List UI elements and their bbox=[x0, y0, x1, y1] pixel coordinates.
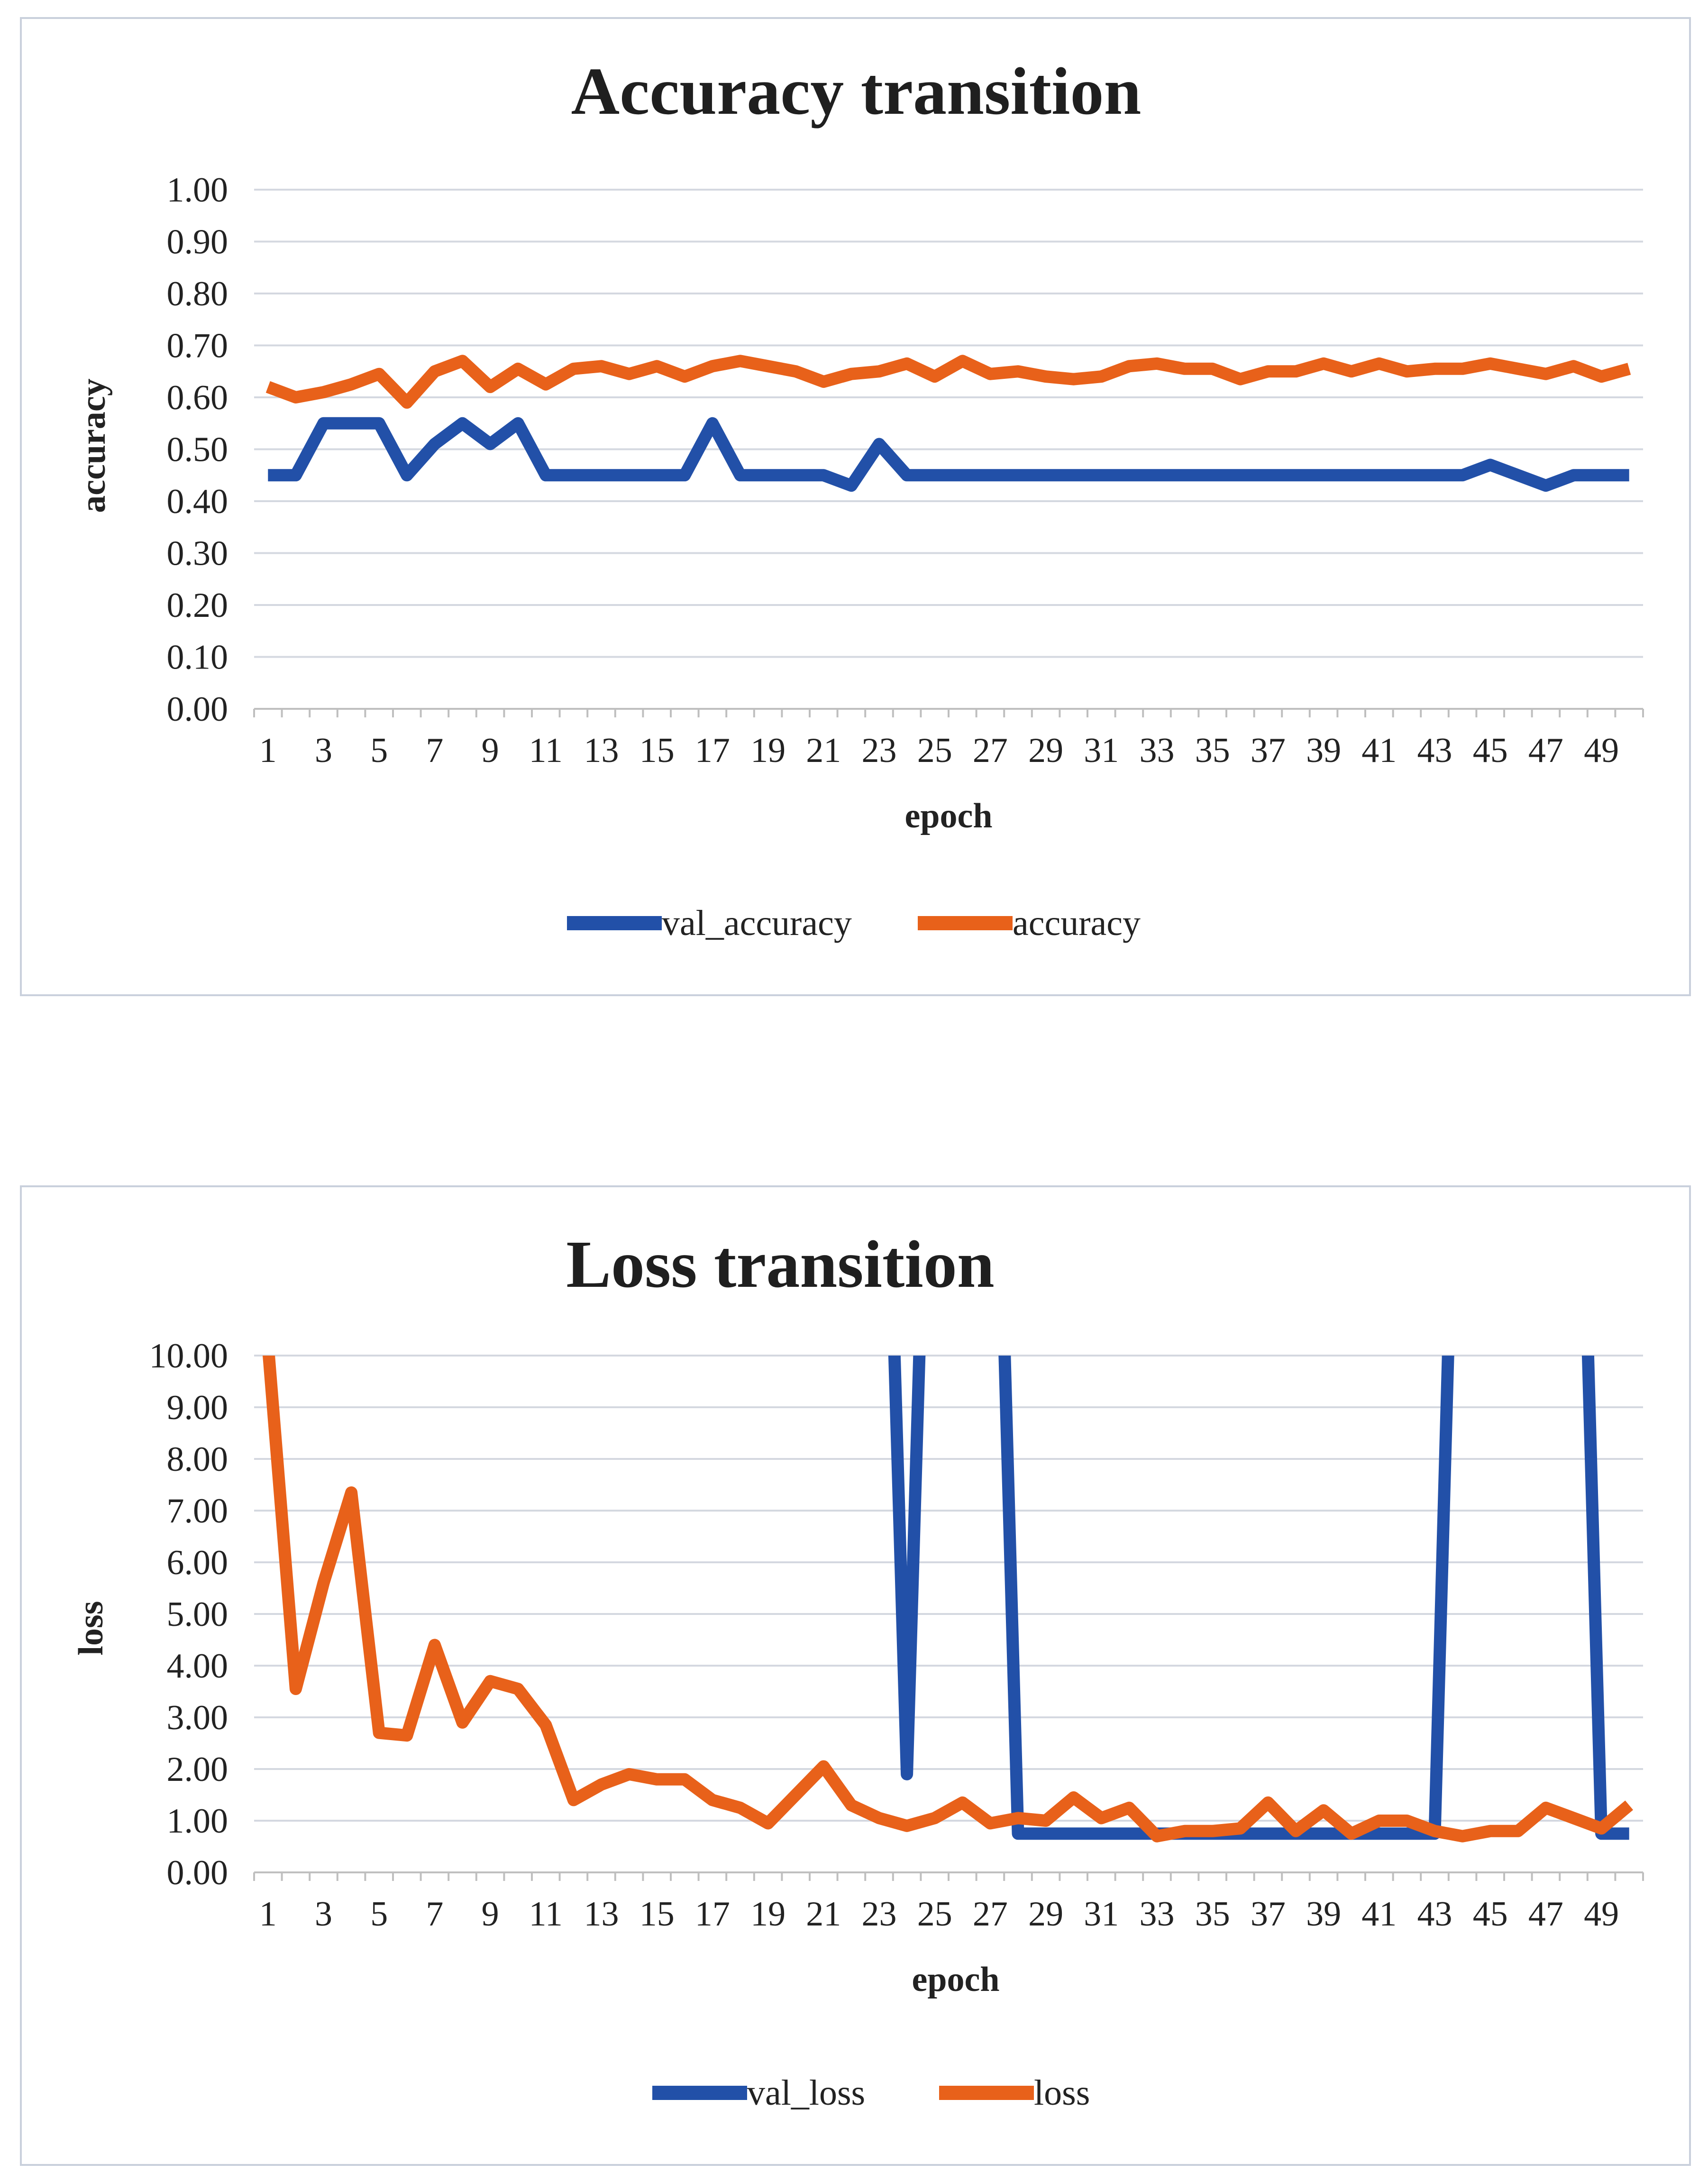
x-tick-label: 27 bbox=[973, 1895, 1008, 1934]
x-tick-label: 45 bbox=[1473, 731, 1508, 770]
y-tick-label: 0.60 bbox=[167, 378, 228, 417]
x-tick-label: 11 bbox=[529, 1895, 563, 1934]
y-tick-label: 1.00 bbox=[167, 171, 228, 210]
chart-title: Loss transition bbox=[566, 1227, 994, 1302]
x-tick-label: 49 bbox=[1584, 1895, 1619, 1934]
y-tick-label: 0.90 bbox=[167, 223, 228, 262]
x-tick-label: 41 bbox=[1361, 1895, 1397, 1934]
legend: val_loss loss bbox=[652, 2073, 1090, 2113]
y-tick-label: 9.00 bbox=[167, 1388, 228, 1427]
x-tick-label: 5 bbox=[370, 731, 388, 770]
x-tick-label: 9 bbox=[482, 731, 499, 770]
y-tick-label: 0.70 bbox=[167, 327, 228, 366]
x-tick-label: 31 bbox=[1084, 731, 1119, 770]
x-tick-label: 25 bbox=[917, 731, 952, 770]
legend-label-val-loss: val_loss bbox=[747, 2073, 865, 2113]
y-tick-label: 0.10 bbox=[167, 638, 228, 677]
y-tick-label: 0.20 bbox=[167, 586, 228, 625]
x-tick-label: 35 bbox=[1195, 1895, 1230, 1934]
y-tick-label: 7.00 bbox=[167, 1492, 228, 1531]
legend-label-accuracy: accuracy bbox=[1013, 903, 1141, 943]
x-tick-label: 15 bbox=[639, 731, 675, 770]
x-axis-label: epoch bbox=[905, 797, 993, 835]
x-tick-label: 13 bbox=[584, 731, 619, 770]
y-tick-label: 0.00 bbox=[167, 1853, 228, 1892]
x-tick-label: 29 bbox=[1028, 1895, 1063, 1934]
accuracy-chart: Accuracy transition 0.00 0.10 0.20 0.30 0.40… bbox=[74, 54, 1644, 943]
x-tick-label: 37 bbox=[1251, 1895, 1286, 1934]
loss-chart-panel: Loss transition 0.00 1.00 2.00 3.00 4.00 5.00… bbox=[20, 1185, 1691, 2166]
y-tick-label: 2.00 bbox=[167, 1750, 228, 1789]
y-tick-label: 10.00 bbox=[149, 1337, 228, 1375]
x-tick-label: 43 bbox=[1417, 1895, 1452, 1934]
x-axis-label: epoch bbox=[912, 1960, 1000, 1999]
y-axis-label: loss bbox=[72, 1601, 110, 1655]
y-tick-label: 0.00 bbox=[167, 690, 228, 729]
x-tick-label: 3 bbox=[315, 731, 332, 770]
loss-chart: Loss transition 0.00 1.00 2.00 3.00 4.00 5.00… bbox=[72, 1227, 1644, 2113]
x-tick-label: 33 bbox=[1140, 1895, 1175, 1934]
x-tick-label: 29 bbox=[1028, 731, 1063, 770]
x-tick-label: 19 bbox=[750, 731, 785, 770]
x-tick-label: 7 bbox=[426, 731, 443, 770]
series-line-loss bbox=[263, 1356, 1634, 1843]
x-tick-label: 33 bbox=[1140, 731, 1175, 770]
x-tick-label: 13 bbox=[584, 1895, 619, 1934]
x-tick-label: 49 bbox=[1584, 731, 1619, 770]
x-tick-label: 47 bbox=[1528, 731, 1563, 770]
x-tick-label: 47 bbox=[1528, 1895, 1563, 1934]
y-tick-label: 3.00 bbox=[167, 1698, 228, 1737]
legend: val_accuracy accuracy bbox=[567, 903, 1141, 943]
y-tick-label: 0.50 bbox=[167, 431, 228, 469]
x-tick-label: 1 bbox=[259, 1895, 277, 1934]
x-tick-label: 5 bbox=[370, 1895, 388, 1934]
y-tick-label: 0.40 bbox=[167, 482, 228, 521]
x-tick-label: 43 bbox=[1417, 731, 1452, 770]
x-tick-label: 17 bbox=[695, 1895, 730, 1934]
x-tick-label: 35 bbox=[1195, 731, 1230, 770]
x-tick-label: 37 bbox=[1251, 731, 1286, 770]
legend-label-loss: loss bbox=[1034, 2073, 1090, 2113]
y-tick-label: 6.00 bbox=[167, 1543, 228, 1582]
x-tick-label: 39 bbox=[1306, 1895, 1341, 1934]
x-tick-label: 3 bbox=[315, 1895, 332, 1934]
x-tick-label: 19 bbox=[750, 1895, 785, 1934]
y-tick-label: 0.80 bbox=[167, 275, 228, 313]
y-tick-label: 8.00 bbox=[167, 1440, 228, 1479]
x-tick-label: 21 bbox=[806, 1895, 841, 1934]
x-tick-label: 11 bbox=[529, 731, 563, 770]
x-tick-label: 17 bbox=[695, 731, 730, 770]
x-tick-label: 31 bbox=[1084, 1895, 1119, 1934]
x-tick-label: 27 bbox=[973, 731, 1008, 770]
x-tick-label: 23 bbox=[862, 1895, 897, 1934]
x-tick-label: 7 bbox=[426, 1895, 443, 1934]
legend-label-val-accuracy: val_accuracy bbox=[662, 903, 852, 943]
y-tick-label: 0.30 bbox=[167, 534, 228, 573]
x-tick-label: 1 bbox=[259, 731, 277, 770]
chart-title: Accuracy transition bbox=[571, 54, 1142, 128]
x-tick-label: 9 bbox=[482, 1895, 499, 1934]
accuracy-chart-panel: Accuracy transition 0.00 0.10 0.20 0.30 0.40… bbox=[20, 17, 1691, 996]
y-tick-label: 1.00 bbox=[167, 1802, 228, 1841]
x-tick-label: 21 bbox=[806, 731, 841, 770]
series-line-accuracy bbox=[265, 355, 1631, 409]
x-tick-label: 39 bbox=[1306, 731, 1341, 770]
series-line-val-loss bbox=[888, 1356, 1629, 1840]
series-line-val-accuracy bbox=[268, 417, 1629, 492]
x-tick-label: 45 bbox=[1473, 1895, 1508, 1934]
x-tick-label: 41 bbox=[1361, 731, 1397, 770]
y-axis-label: accuracy bbox=[74, 378, 113, 513]
x-tick-label: 23 bbox=[862, 731, 897, 770]
y-tick-label: 4.00 bbox=[167, 1647, 228, 1686]
x-tick-label: 25 bbox=[917, 1895, 952, 1934]
y-tick-label: 5.00 bbox=[167, 1595, 228, 1634]
x-tick-label: 15 bbox=[639, 1895, 675, 1934]
